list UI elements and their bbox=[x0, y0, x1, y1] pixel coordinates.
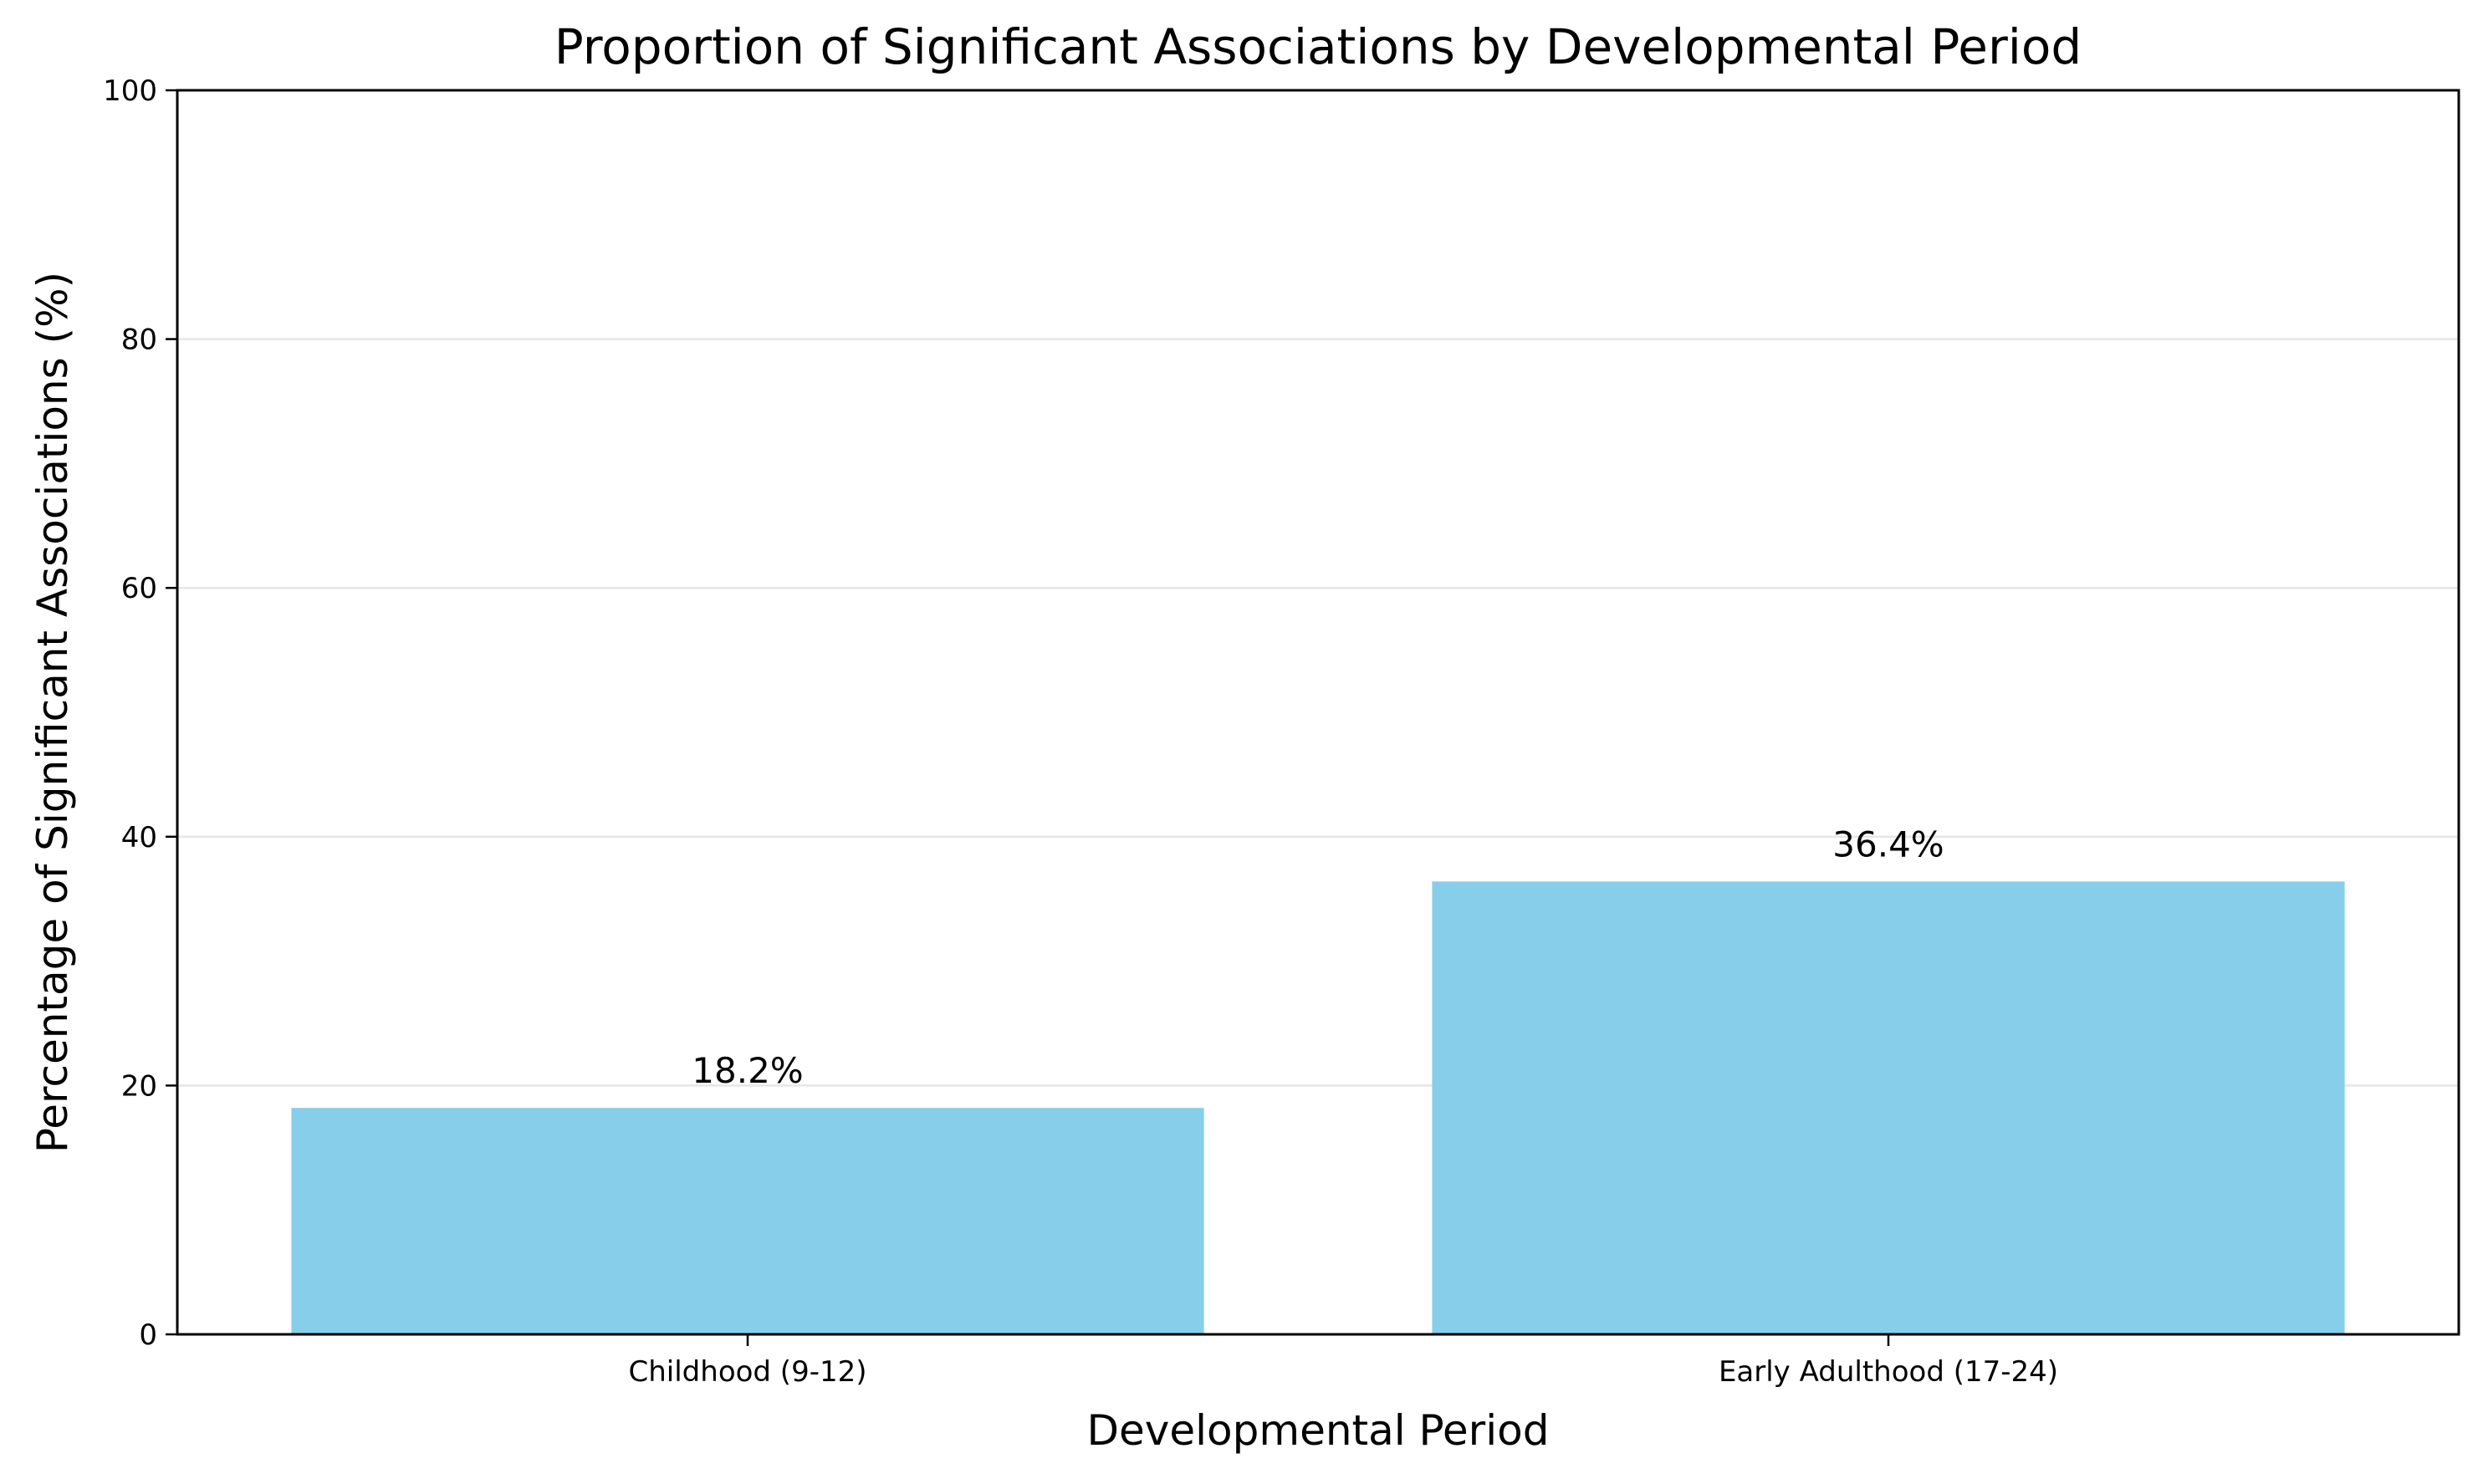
y-tick-label: 20 bbox=[121, 1069, 157, 1103]
x-tick-label: Childhood (9-12) bbox=[629, 1355, 867, 1389]
x-axis-ticks: Childhood (9-12) Early Adulthood (17-24) bbox=[629, 1334, 2058, 1389]
bar bbox=[291, 1108, 1204, 1334]
x-tick-label: Early Adulthood (17-24) bbox=[1719, 1355, 2058, 1389]
y-axis-ticks: 0 20 40 60 80 100 bbox=[103, 74, 177, 1352]
y-tick-label: 100 bbox=[103, 74, 157, 108]
bars bbox=[291, 881, 2345, 1334]
bar-value-labels: 18.2% 36.4% bbox=[692, 824, 1944, 1091]
y-tick-label: 60 bbox=[121, 572, 157, 605]
y-tick-label: 40 bbox=[121, 821, 157, 854]
y-tick-label: 80 bbox=[121, 324, 157, 357]
chart-title: Proportion of Significant Associations b… bbox=[554, 18, 2082, 75]
y-axis-label: Percentage of Significant Associations (… bbox=[28, 272, 77, 1153]
plot-frame bbox=[176, 89, 2460, 1336]
bar-value-label: 36.4% bbox=[1832, 824, 1944, 864]
y-tick-label: 0 bbox=[139, 1318, 157, 1352]
bar-value-label: 18.2% bbox=[692, 1050, 803, 1091]
bar bbox=[1432, 881, 2345, 1334]
x-axis-label: Developmental Period bbox=[1087, 1406, 1550, 1455]
